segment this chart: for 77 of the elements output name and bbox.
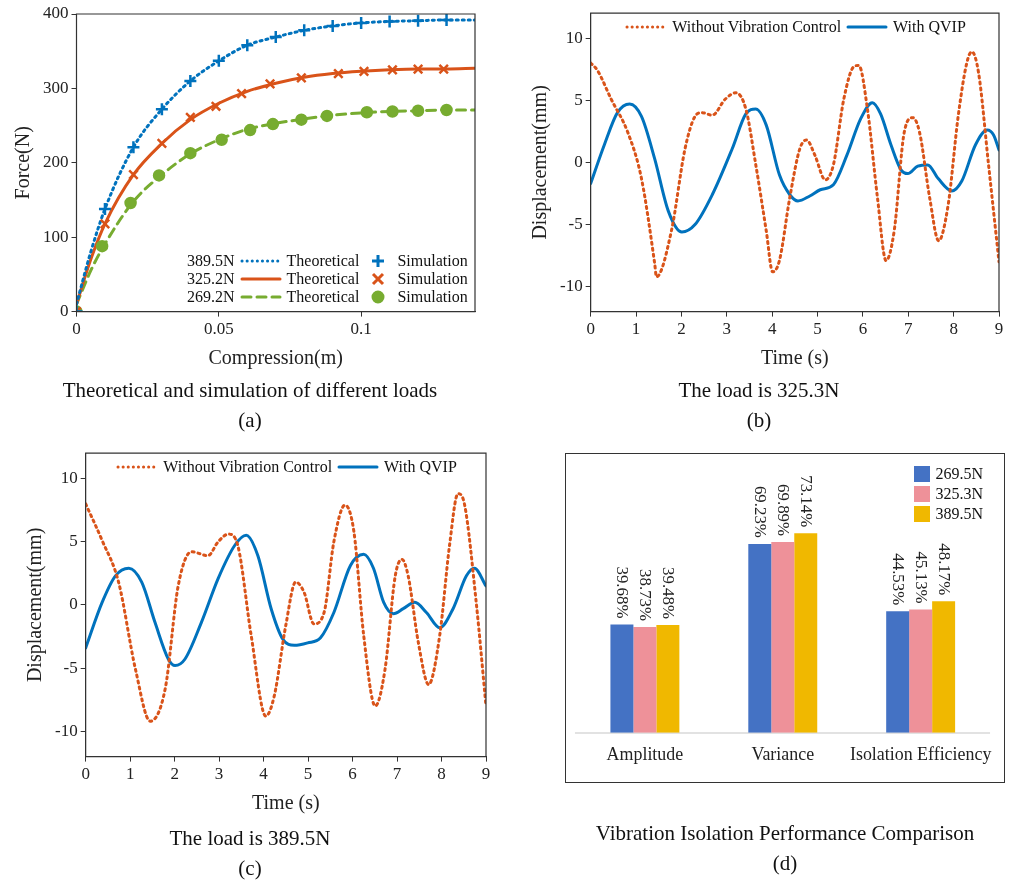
y-tick-label: 300 xyxy=(43,77,69,97)
y-tick-label: -10 xyxy=(54,720,78,740)
x-axis-title: Time (s) xyxy=(252,791,320,815)
y-tick-label: 5 xyxy=(574,89,583,109)
text: The load is 389.5N xyxy=(168,826,332,851)
x-tick-label: 5 xyxy=(813,319,822,339)
y-tick-label: 0 xyxy=(60,301,69,321)
y-tick-label: -5 xyxy=(568,214,583,234)
text: (a) xyxy=(237,408,263,433)
annotation: 325.2N xyxy=(187,269,235,288)
legend-label: With QVIP xyxy=(893,18,966,37)
x-tick-label: 8 xyxy=(437,764,446,784)
x-tick-label: 6 xyxy=(858,319,868,339)
x-tick-label: 3 xyxy=(214,764,224,784)
y-tick-label: 200 xyxy=(43,152,69,172)
legend-label: 389.5N xyxy=(935,505,984,523)
text: (c) xyxy=(237,856,263,881)
y-axis-title: Force(N) xyxy=(11,126,35,200)
text: The load is 325.3N xyxy=(677,378,841,403)
data-label: 45.13% xyxy=(912,551,932,604)
legend-label: 269.5N xyxy=(935,465,984,483)
legend-label: 325.3N xyxy=(935,485,984,503)
data-label: 48.17% xyxy=(935,543,955,596)
y-axis-title: Displacement(mm) xyxy=(528,85,552,240)
x-tick-label: 1 xyxy=(631,319,641,339)
text: Vibration Isolation Performance Comparison xyxy=(594,821,976,846)
x-tick-label: 4 xyxy=(767,319,777,339)
data-label: 44.53% xyxy=(889,553,909,606)
x-axis-title: Compression(m) xyxy=(208,346,343,370)
x-tick-label: 0.05 xyxy=(203,319,234,339)
data-label: 39.68% xyxy=(613,566,633,619)
x-tick-label: Variance xyxy=(751,744,815,765)
data-label: 73.14% xyxy=(797,475,817,528)
y-tick-label: -10 xyxy=(559,276,583,296)
y-axis-title: Displacement(mm) xyxy=(23,527,47,683)
y-tick-label: 0 xyxy=(574,151,583,171)
legend-label: Simulation xyxy=(397,251,468,270)
data-label: 38.73% xyxy=(636,569,656,622)
y-tick-label: 10 xyxy=(60,467,78,487)
x-tick-label: 9 xyxy=(994,319,1004,339)
text: (b) xyxy=(745,408,773,433)
x-tick-label: 1 xyxy=(125,764,135,784)
x-axis-title: Time (s) xyxy=(761,346,829,370)
x-tick-label: 2 xyxy=(170,764,179,784)
annotation: 389.5N xyxy=(187,251,235,270)
y-tick-label: -5 xyxy=(63,657,78,677)
y-tick-label: 100 xyxy=(43,226,69,246)
y-tick-label: 400 xyxy=(43,3,69,23)
x-tick-label: 9 xyxy=(481,764,491,784)
legend-label: Simulation xyxy=(397,287,468,306)
x-tick-label: 2 xyxy=(677,319,686,339)
y-tick-label: 0 xyxy=(69,594,78,614)
text: (d) xyxy=(771,851,799,876)
x-tick-label: 7 xyxy=(392,764,402,784)
x-tick-label: 0.1 xyxy=(350,319,372,339)
legend-label: Without Vibration Control xyxy=(163,458,333,477)
x-tick-label: 4 xyxy=(259,764,269,784)
data-label: 69.23% xyxy=(751,485,771,538)
legend-label: Theoretical xyxy=(286,269,360,288)
data-label: 39.48% xyxy=(659,567,679,620)
annotation: 269.2N xyxy=(187,287,235,306)
data-label: 69.89% xyxy=(774,484,794,537)
x-tick-label: 7 xyxy=(904,319,914,339)
x-tick-label: 6 xyxy=(348,764,357,784)
x-tick-label: Amplitude xyxy=(606,744,684,765)
legend-label: With QVIP xyxy=(384,458,457,477)
x-tick-label: 3 xyxy=(722,319,732,339)
y-tick-label: 5 xyxy=(69,531,78,551)
legend-label: Simulation xyxy=(397,269,468,288)
x-tick-label: Isolation Efficiency xyxy=(849,744,992,765)
legend-label: Without Vibration Control xyxy=(672,18,842,37)
legend-label: Theoretical xyxy=(286,251,360,270)
x-tick-label: 5 xyxy=(303,764,313,784)
y-tick-label: 10 xyxy=(565,27,583,47)
text: Theoretical and simulation of different loads xyxy=(61,378,439,403)
x-tick-label: 8 xyxy=(949,319,958,339)
legend-label: Theoretical xyxy=(286,287,360,306)
